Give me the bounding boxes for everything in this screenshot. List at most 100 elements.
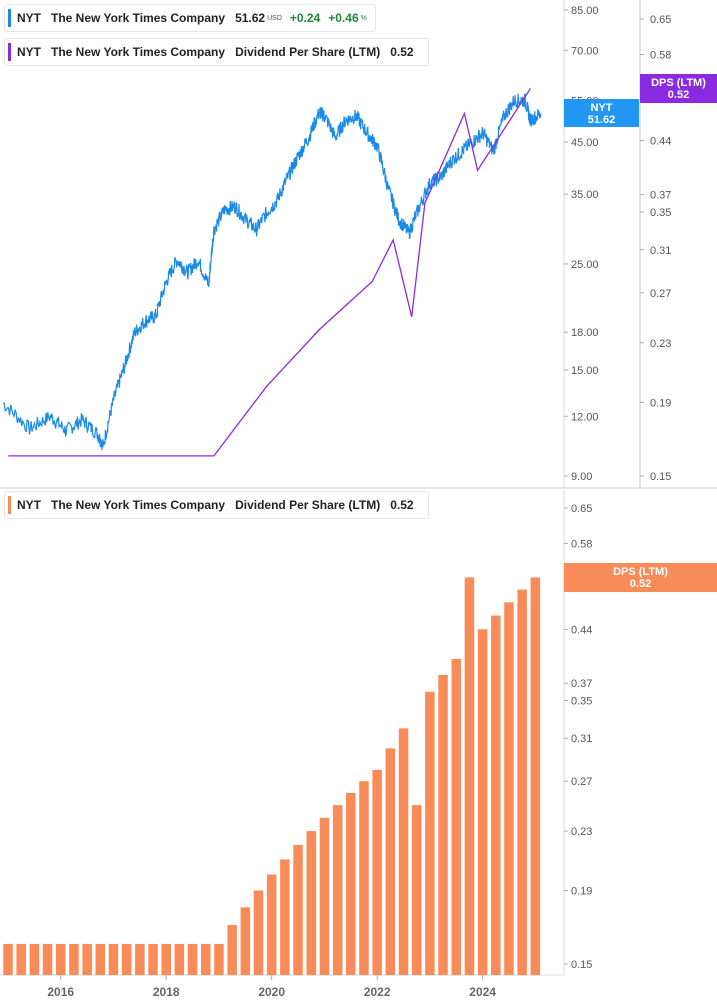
legend-ticker: NYT — [17, 498, 41, 512]
legend-dps-value: 0.52 — [390, 45, 414, 59]
dps-tag-value: 0.52 — [667, 89, 690, 101]
bar-tick-label: 0.37 — [571, 678, 592, 690]
dps-tick-label: 0.31 — [650, 245, 671, 257]
dps-bar — [56, 943, 66, 975]
dps-bar — [346, 792, 356, 975]
price-tag-value: 51.62 — [587, 114, 616, 126]
panel-dividers — [0, 0, 717, 976]
bar-swatch — [8, 496, 11, 514]
dps-bar — [412, 805, 422, 975]
legend-pct-sign: % — [360, 14, 367, 22]
legend-ticker: NYT — [17, 11, 41, 25]
dps-bar — [240, 907, 251, 975]
legend-company: The New York Times Company — [51, 498, 226, 512]
price-tag-ticker: NYT — [590, 102, 613, 114]
axis-labels: 85.0070.0055.0045.0035.0025.0018.0015.00… — [47, 5, 671, 999]
price-tick-label: 18.00 — [571, 327, 599, 339]
price-tick-label: 9.00 — [571, 471, 592, 483]
dps-bar — [451, 659, 461, 975]
dps-bar — [3, 943, 13, 975]
dps-bar — [280, 859, 290, 975]
dps-bar — [253, 890, 264, 975]
dps-bar — [530, 577, 541, 975]
dps-tick-label: 0.15 — [650, 471, 671, 483]
dps-bar — [161, 943, 171, 975]
legend-dps-bottom[interactable]: NYT The New York Times Company Dividend … — [4, 491, 429, 519]
price-tick-label: 15.00 — [571, 365, 599, 377]
bar-tick-label: 0.19 — [571, 885, 592, 897]
dps-bar — [517, 589, 527, 975]
legend-currency: USD — [267, 14, 282, 22]
dps-bar — [227, 925, 237, 975]
dps-bar — [69, 943, 79, 975]
dps-tag-label: DPS (LTM) — [651, 77, 706, 89]
legend-metric: Dividend Per Share (LTM) — [235, 45, 381, 59]
price-last-value-tag: NYT 51.62 — [564, 99, 639, 127]
dps-tick-label: 0.37 — [650, 190, 671, 202]
bar-tick-label: 0.58 — [571, 538, 592, 550]
dps-tick-label: 0.44 — [650, 136, 671, 148]
dps-bar-tag-label: DPS (LTM) — [613, 566, 668, 578]
x-tick-label: 2018 — [153, 985, 180, 999]
bar-tick-label: 0.27 — [571, 776, 592, 788]
price-tick-label: 35.00 — [571, 189, 599, 201]
price-tick-label: 12.00 — [571, 411, 599, 423]
dps-bar — [332, 805, 343, 975]
dps-bar — [135, 943, 145, 975]
price-panel — [3, 88, 542, 457]
legend-metric: Dividend Per Share (LTM) — [235, 498, 381, 512]
dps-line — [8, 88, 531, 457]
dps-bar — [464, 577, 475, 975]
dps-bar — [306, 831, 316, 975]
price-tick-label: 25.00 — [571, 259, 599, 271]
legend-dps-top[interactable]: NYT The New York Times Company Dividend … — [4, 38, 429, 66]
dps-bar — [266, 874, 277, 975]
dps-bar-panel — [3, 577, 541, 975]
dps-bar — [385, 748, 396, 975]
dps-bar — [504, 602, 514, 975]
legend-ticker: NYT — [17, 45, 41, 59]
dps-bar — [477, 629, 488, 975]
dps-top-last-value-tag: DPS (LTM) 0.52 — [640, 74, 717, 103]
dps-bar — [16, 943, 26, 975]
legend-price[interactable]: NYT The New York Times Company 51.62 USD… — [4, 4, 376, 32]
legend-company: The New York Times Company — [51, 11, 226, 25]
dps-bar — [121, 943, 132, 975]
dps-bottom-last-value-tag: DPS (LTM) 0.52 — [564, 563, 717, 592]
bar-tick-label: 0.31 — [571, 733, 592, 745]
bar-tick-label: 0.65 — [571, 503, 592, 515]
price-swatch — [8, 9, 11, 27]
dps-bar — [108, 943, 119, 975]
dps-bar — [214, 943, 224, 975]
bar-tick-label: 0.23 — [571, 826, 592, 838]
dps-bar — [359, 781, 369, 975]
dps-bar-tag-value: 0.52 — [629, 578, 652, 590]
dps-bar — [319, 817, 330, 975]
legend-change: +0.24 — [289, 11, 321, 25]
dps-bar — [372, 769, 382, 975]
dps-tick-label: 0.58 — [650, 50, 671, 62]
dps-bar — [95, 943, 105, 975]
dps-bar — [29, 943, 40, 975]
dps-tick-label: 0.27 — [650, 288, 671, 300]
legend-company: The New York Times Company — [51, 45, 226, 59]
dps-tick-label: 0.35 — [650, 207, 671, 219]
bar-tick-label: 0.44 — [571, 624, 592, 636]
dps-bar — [42, 943, 53, 975]
price-tick-label: 85.00 — [571, 5, 599, 17]
dps-bar — [187, 943, 198, 975]
price-tick-label: 70.00 — [571, 45, 599, 57]
legend-price-value: 51.62 — [235, 11, 266, 25]
x-tick-label: 2016 — [47, 985, 74, 999]
x-tick-label: 2022 — [364, 985, 391, 999]
dps-bar — [491, 615, 501, 975]
legend-dps-value: 0.52 — [390, 498, 414, 512]
dps-bar — [82, 943, 92, 975]
dps-bar — [398, 728, 409, 975]
price-line-nyt — [3, 93, 542, 451]
dps-bar — [293, 844, 303, 975]
dps-bar — [438, 674, 448, 975]
x-tick-label: 2020 — [258, 985, 285, 999]
dps-tick-label: 0.23 — [650, 338, 671, 350]
bar-tick-label: 0.35 — [571, 696, 592, 708]
